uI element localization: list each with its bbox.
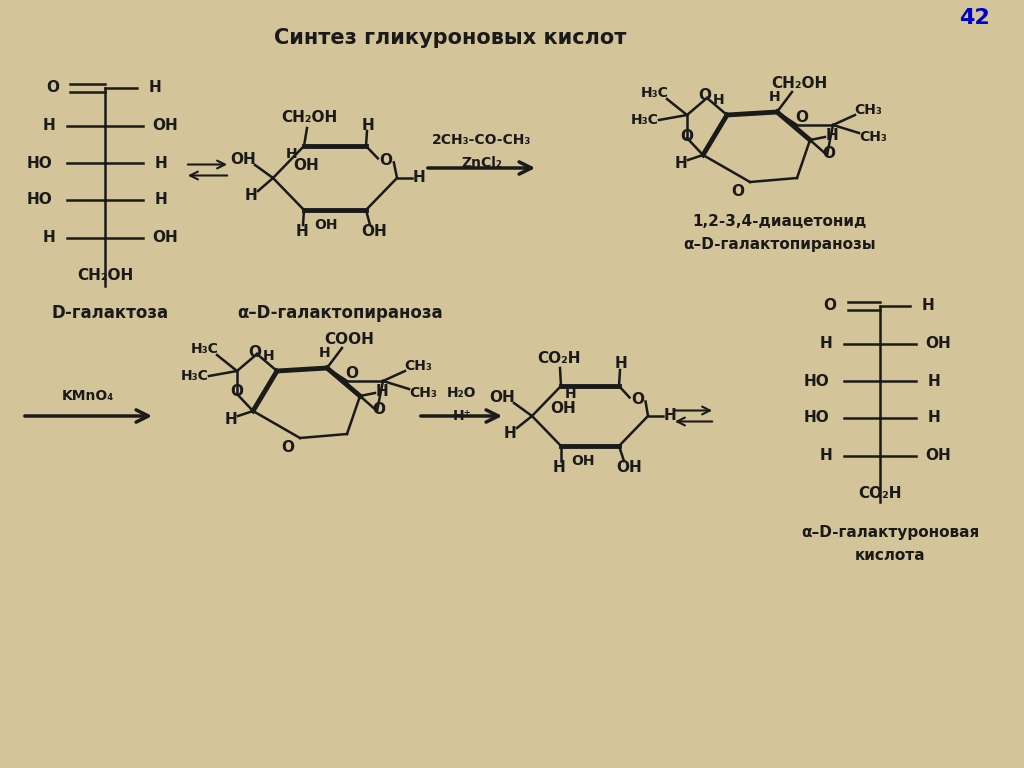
Text: D-галактоза: D-галактоза — [51, 304, 169, 322]
Text: HO: HO — [27, 193, 52, 207]
Text: H: H — [825, 127, 839, 143]
Text: O: O — [345, 366, 358, 382]
Text: OH: OH — [153, 118, 178, 134]
Text: H: H — [713, 93, 725, 107]
Text: H: H — [413, 170, 425, 186]
Text: O: O — [823, 299, 837, 313]
Text: OH: OH — [489, 390, 515, 406]
Text: CH₂OH: CH₂OH — [281, 111, 337, 125]
Text: H: H — [565, 387, 577, 401]
Text: HO: HO — [27, 155, 52, 170]
Text: H: H — [296, 224, 308, 240]
Text: CO₂H: CO₂H — [858, 486, 902, 502]
Text: H₃C: H₃C — [191, 342, 219, 356]
Text: H: H — [376, 383, 388, 399]
Text: H₃C: H₃C — [641, 86, 669, 100]
Text: HO: HO — [803, 373, 828, 389]
Text: COOH: COOH — [324, 333, 374, 347]
Text: O: O — [631, 392, 644, 407]
Text: O: O — [379, 153, 392, 168]
Text: CO₂H: CO₂H — [538, 350, 581, 366]
Text: O: O — [282, 441, 295, 455]
Text: OH: OH — [550, 400, 575, 415]
Text: H: H — [155, 155, 167, 170]
Text: H₂O: H₂O — [447, 386, 477, 400]
Text: OH: OH — [925, 336, 951, 352]
Text: OH: OH — [153, 230, 178, 246]
Text: H: H — [553, 461, 565, 475]
Text: H: H — [224, 412, 238, 426]
Text: CH₃: CH₃ — [409, 386, 437, 400]
Text: H: H — [245, 188, 257, 204]
Text: OH: OH — [293, 158, 318, 174]
Text: OH: OH — [571, 454, 595, 468]
Text: H⁺: H⁺ — [453, 409, 471, 423]
Text: O: O — [796, 111, 809, 125]
Text: H₃C: H₃C — [181, 369, 209, 383]
Text: HO: HO — [803, 411, 828, 425]
Text: α–D-галактопиранозы: α–D-галактопиранозы — [684, 237, 877, 251]
Text: KMnO₄: KMnO₄ — [61, 389, 115, 403]
Text: H: H — [928, 373, 940, 389]
Text: O: O — [681, 128, 693, 144]
Text: Синтез гликуроновых кислот: Синтез гликуроновых кислот — [273, 28, 627, 48]
Text: кислота: кислота — [855, 548, 926, 564]
Text: H: H — [148, 81, 162, 95]
Text: H: H — [361, 118, 375, 134]
Text: OH: OH — [314, 218, 338, 232]
Text: 1,2-3,4-диацетонид: 1,2-3,4-диацетонид — [693, 214, 867, 230]
Text: CH₂OH: CH₂OH — [771, 77, 827, 91]
Text: CH₃: CH₃ — [404, 359, 432, 373]
Text: CH₃: CH₃ — [854, 103, 882, 117]
Text: α–D-галактуроновая: α–D-галактуроновая — [801, 525, 979, 541]
Text: 42: 42 — [959, 8, 990, 28]
Text: OH: OH — [230, 153, 256, 167]
Text: H: H — [263, 349, 274, 363]
Text: H: H — [155, 193, 167, 207]
Text: H: H — [819, 336, 833, 352]
Text: H: H — [286, 147, 298, 161]
Text: H: H — [43, 118, 55, 134]
Text: H: H — [922, 299, 934, 313]
Text: O: O — [46, 81, 59, 95]
Text: CH₃: CH₃ — [859, 130, 887, 144]
Text: ZnCl₂: ZnCl₂ — [462, 156, 503, 170]
Text: H: H — [769, 90, 781, 104]
Text: O: O — [822, 145, 836, 161]
Text: H: H — [664, 409, 677, 423]
Text: O: O — [230, 385, 244, 399]
Text: H: H — [819, 449, 833, 464]
Text: O: O — [249, 345, 261, 359]
Text: OH: OH — [361, 224, 387, 240]
Text: O: O — [698, 88, 712, 104]
Text: H: H — [43, 230, 55, 246]
Text: CH₂OH: CH₂OH — [77, 269, 133, 283]
Text: OH: OH — [925, 449, 951, 464]
Text: H₃C: H₃C — [631, 113, 658, 127]
Text: H: H — [614, 356, 628, 372]
Text: H: H — [319, 346, 331, 360]
Text: O: O — [373, 402, 385, 416]
Text: OH: OH — [616, 461, 642, 475]
Text: H: H — [675, 155, 687, 170]
Text: O: O — [731, 184, 744, 200]
Text: 2CH₃-CO-CH₃: 2CH₃-CO-CH₃ — [432, 133, 531, 147]
Text: H: H — [928, 411, 940, 425]
Text: α–D-галактопираноза: α–D-галактопираноза — [238, 304, 442, 322]
Text: H: H — [504, 426, 516, 442]
